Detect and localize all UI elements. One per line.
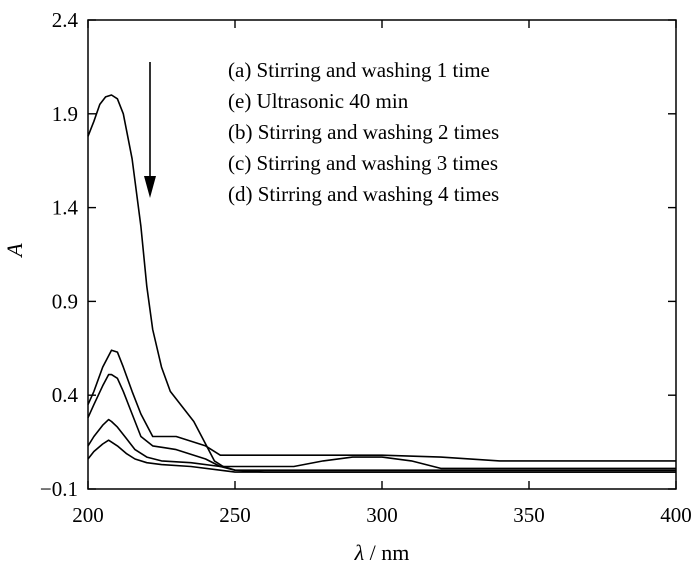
- x-axis-label-symbol: λ: [354, 540, 365, 565]
- x-tick-label: 250: [219, 503, 251, 527]
- series-line-b: [87, 373, 676, 470]
- y-axis-label: A: [2, 243, 27, 259]
- trend-arrow: [144, 62, 156, 198]
- x-tick-label: 300: [366, 503, 398, 527]
- legend: (a) Stirring and washing 1 time (e) Ultra…: [228, 58, 499, 206]
- legend-entry: (c) Stirring and washing 3 times: [228, 151, 498, 175]
- y-tick-label: 1.9: [52, 102, 78, 126]
- trend-arrow-head: [144, 176, 156, 198]
- y-tick-label: 0.4: [52, 383, 79, 407]
- series-line-d: [87, 439, 676, 473]
- x-axis-label: λ / nm: [354, 540, 410, 565]
- legend-entry: (b) Stirring and washing 2 times: [228, 120, 499, 144]
- y-tick-label: −0.1: [40, 477, 78, 501]
- x-tick-label: 350: [513, 503, 545, 527]
- legend-entry: (a) Stirring and washing 1 time: [228, 58, 490, 82]
- series-line-c: [87, 418, 676, 471]
- y-tick-label: 0.9: [52, 289, 78, 313]
- x-axis-label-unit: / nm: [364, 540, 409, 565]
- y-tick-label: 2.4: [52, 8, 79, 32]
- x-tick-label: 400: [660, 503, 692, 527]
- series-line-e: [87, 349, 676, 462]
- legend-entry: (d) Stirring and washing 4 times: [228, 182, 499, 206]
- series-group: [87, 94, 676, 473]
- y-tick-label: 1.4: [52, 196, 79, 220]
- ticks-group: 200 250 300 350 400 −0.1 0.4 0.9 1.4 1.9 2.4: [40, 8, 692, 527]
- x-tick-label: 200: [72, 503, 104, 527]
- legend-entry: (e) Ultrasonic 40 min: [228, 89, 409, 113]
